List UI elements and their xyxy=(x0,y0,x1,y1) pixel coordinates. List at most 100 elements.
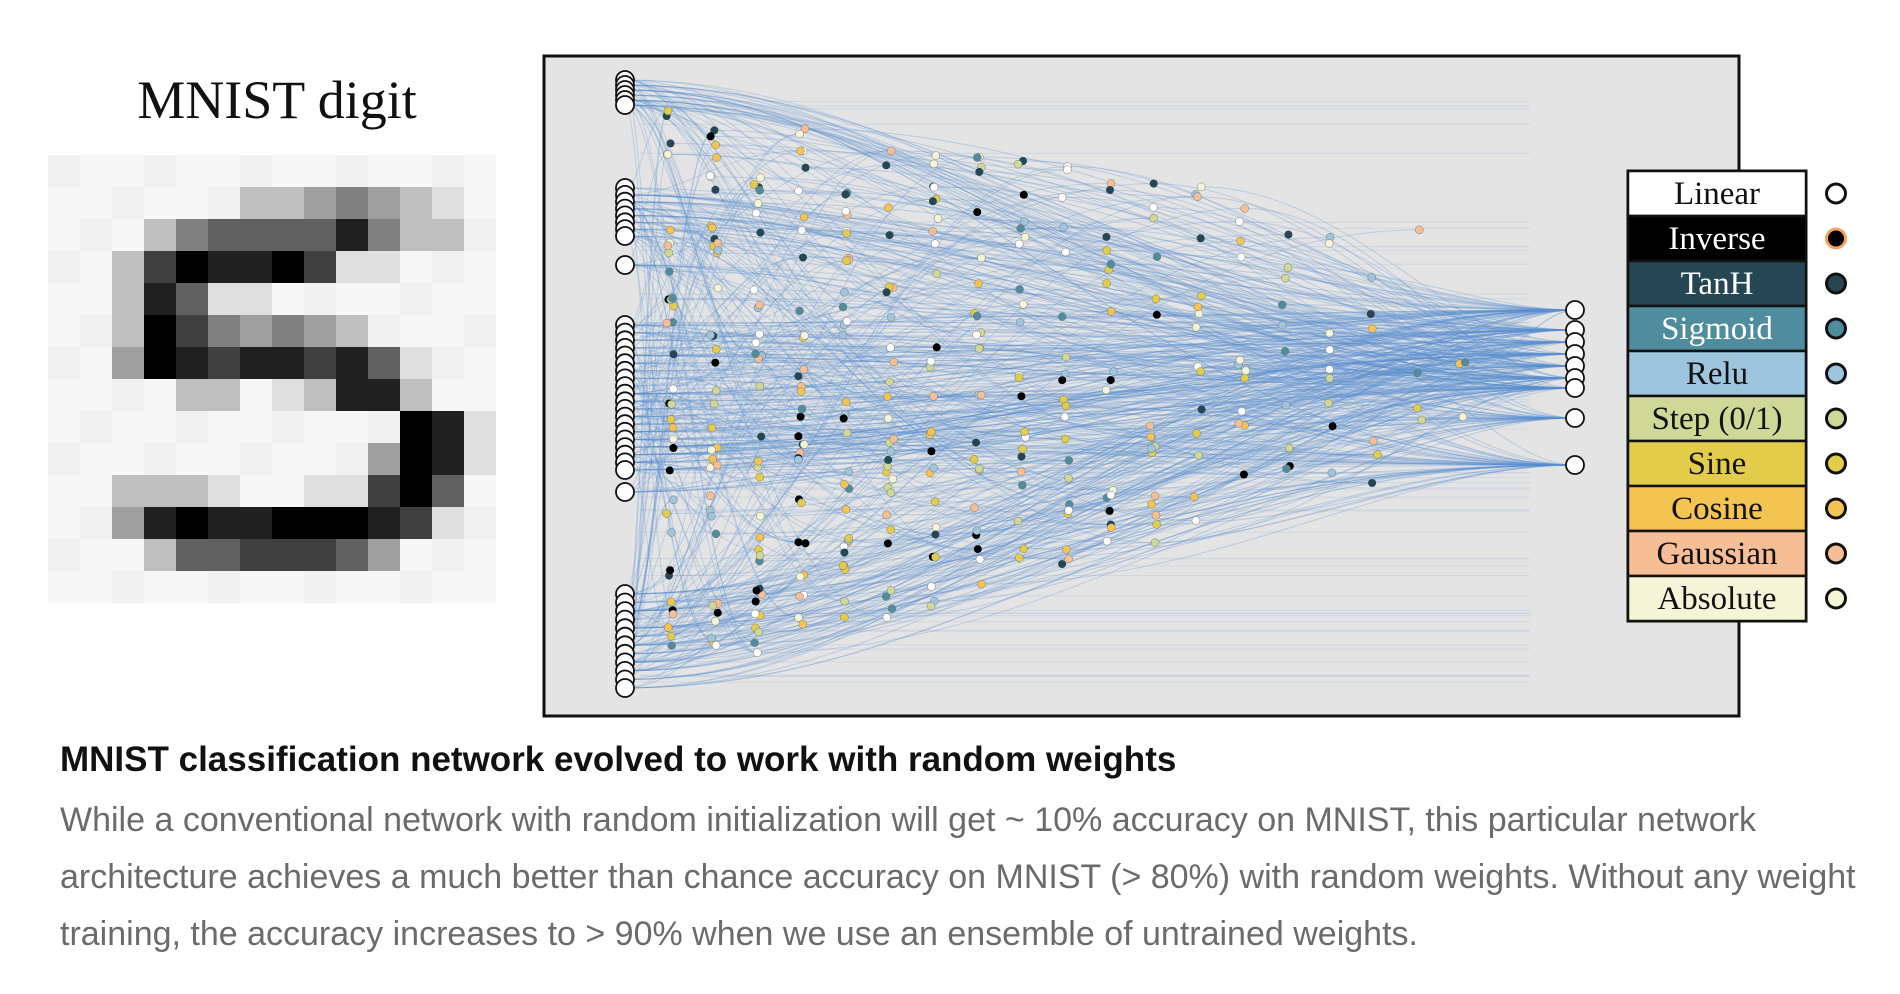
hidden-node xyxy=(931,151,941,160)
network-edge xyxy=(936,346,1576,466)
network-edge xyxy=(759,377,1576,562)
network-edge xyxy=(887,417,1576,467)
network-edge xyxy=(803,387,1576,576)
digit-pixel xyxy=(336,507,368,539)
hidden-node xyxy=(710,126,719,135)
hidden-node xyxy=(1020,232,1030,242)
digit-pixel xyxy=(432,475,464,507)
hidden-node xyxy=(1281,273,1290,283)
network-edge xyxy=(800,150,1576,311)
hidden-node xyxy=(1017,452,1026,461)
network-edge xyxy=(624,187,1246,369)
network-edge xyxy=(624,104,1576,389)
network-edge xyxy=(624,387,1576,471)
hidden-node xyxy=(886,343,895,352)
digit-pixel xyxy=(464,571,496,603)
network-edge xyxy=(624,99,1576,389)
legend-label: Sine xyxy=(1688,446,1747,482)
digit-pixel xyxy=(272,315,304,347)
network-edge xyxy=(624,329,1576,456)
input-node xyxy=(615,460,635,480)
hidden-node xyxy=(1234,419,1244,428)
network-edge xyxy=(624,523,1157,655)
network-edge xyxy=(624,353,1576,629)
digit-pixel xyxy=(336,219,368,251)
legend-node-icon-fill xyxy=(1828,275,1844,292)
hidden-node xyxy=(1147,444,1156,453)
hidden-node xyxy=(749,180,759,189)
hidden-node xyxy=(1017,392,1026,401)
network-edge xyxy=(624,417,1576,448)
network-edge xyxy=(1370,313,1576,379)
hidden-node xyxy=(932,269,941,279)
hidden-node xyxy=(713,246,723,255)
network-edge xyxy=(624,321,1021,471)
network-edge xyxy=(624,194,1576,466)
hidden-node xyxy=(927,447,936,456)
network-edge xyxy=(624,79,977,336)
network-edge xyxy=(848,365,1576,543)
network-edge xyxy=(624,309,1576,689)
digit-pixel xyxy=(304,507,336,539)
hidden-node xyxy=(889,357,899,367)
hidden-node xyxy=(708,223,717,233)
network-edge xyxy=(800,377,1576,418)
digit-pixel xyxy=(176,571,208,603)
hidden-node xyxy=(973,208,982,217)
network-edge xyxy=(1328,377,1576,404)
digit-pixel xyxy=(368,283,400,315)
hidden-node xyxy=(928,226,937,236)
legend-swatch xyxy=(1626,169,1808,218)
network-edge xyxy=(624,177,761,349)
network-edge xyxy=(624,387,1576,672)
network-edge xyxy=(977,315,1576,343)
network-edge xyxy=(624,377,1576,402)
network-edge xyxy=(624,373,1066,672)
network-edge xyxy=(624,370,712,639)
network-edge xyxy=(624,150,892,440)
network-edge xyxy=(624,371,1114,672)
digit-pixel xyxy=(432,507,464,539)
network-edge xyxy=(1109,189,1576,419)
digit-pixel xyxy=(144,187,176,219)
network-edge xyxy=(1245,367,1576,379)
network-edge xyxy=(624,347,758,654)
network-edge xyxy=(712,329,1576,460)
network-edge xyxy=(1153,206,1576,367)
network-edge xyxy=(624,104,1418,374)
digit-pixel xyxy=(80,411,112,443)
digit-pixel xyxy=(80,283,112,315)
hidden-node xyxy=(1240,373,1249,383)
hidden-node xyxy=(885,377,894,387)
network-edge xyxy=(624,104,1576,331)
output-node xyxy=(1565,455,1585,475)
network-edge xyxy=(624,264,1418,374)
hidden-node xyxy=(1019,544,1029,554)
digit-pixel xyxy=(112,251,144,283)
digit-pixel xyxy=(272,219,304,251)
network-edge xyxy=(1201,186,1576,355)
network-edge xyxy=(624,89,1576,466)
network-edge xyxy=(624,452,1153,456)
hidden-node xyxy=(667,528,676,537)
digit-pixel xyxy=(176,347,208,379)
digit-pixel xyxy=(432,219,464,251)
digit-pixel xyxy=(464,251,496,283)
digit-pixel xyxy=(240,251,272,283)
hidden-node xyxy=(1102,536,1112,546)
hidden-node xyxy=(669,350,678,359)
network-edge xyxy=(1241,309,1576,412)
digit-pixel xyxy=(48,251,80,283)
hidden-node xyxy=(708,601,718,610)
network-edge xyxy=(624,208,1026,438)
digit-pixel xyxy=(336,315,368,347)
network-edge xyxy=(624,269,1109,364)
network-edge xyxy=(624,235,674,440)
network-edge xyxy=(624,377,1242,412)
network-edge xyxy=(624,201,1576,466)
digit-pixel xyxy=(48,379,80,411)
network-edge xyxy=(624,362,712,639)
hidden-node xyxy=(887,604,897,613)
network-edge xyxy=(624,337,804,646)
network-edge xyxy=(717,309,1576,449)
